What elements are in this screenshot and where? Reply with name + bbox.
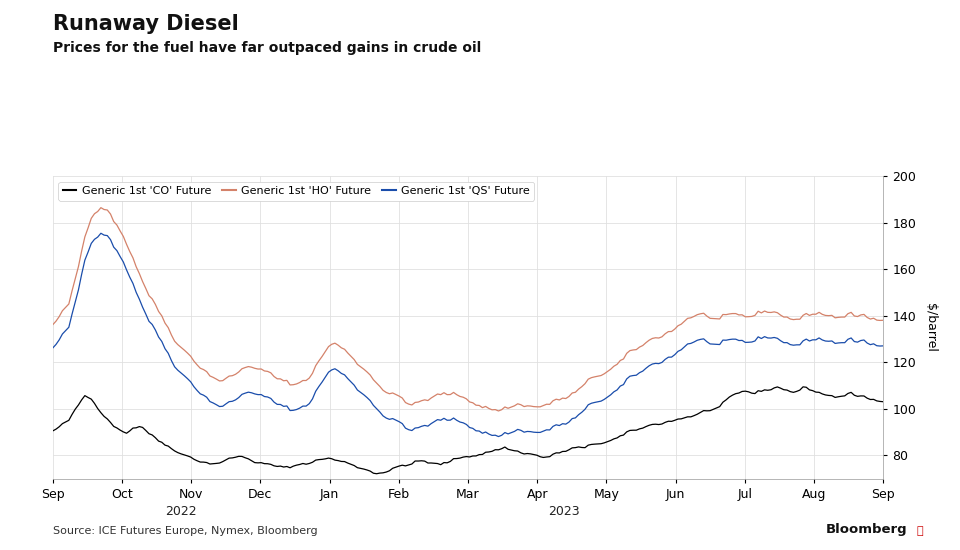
Y-axis label: $/barrel: $/barrel: [924, 303, 937, 351]
Text: Prices for the fuel have far outpaced gains in crude oil: Prices for the fuel have far outpaced ga…: [53, 41, 481, 55]
Text: Runaway Diesel: Runaway Diesel: [53, 14, 238, 34]
Legend: Generic 1st 'CO' Future, Generic 1st 'HO' Future, Generic 1st 'QS' Future: Generic 1st 'CO' Future, Generic 1st 'HO…: [59, 182, 535, 201]
Text: Source: ICE Futures Europe, Nymex, Bloomberg: Source: ICE Futures Europe, Nymex, Bloom…: [53, 526, 318, 536]
Text: 2023: 2023: [548, 504, 579, 518]
Text: ⬛: ⬛: [917, 526, 924, 536]
Text: 2022: 2022: [165, 504, 197, 518]
Text: Bloomberg: Bloomberg: [826, 523, 907, 536]
